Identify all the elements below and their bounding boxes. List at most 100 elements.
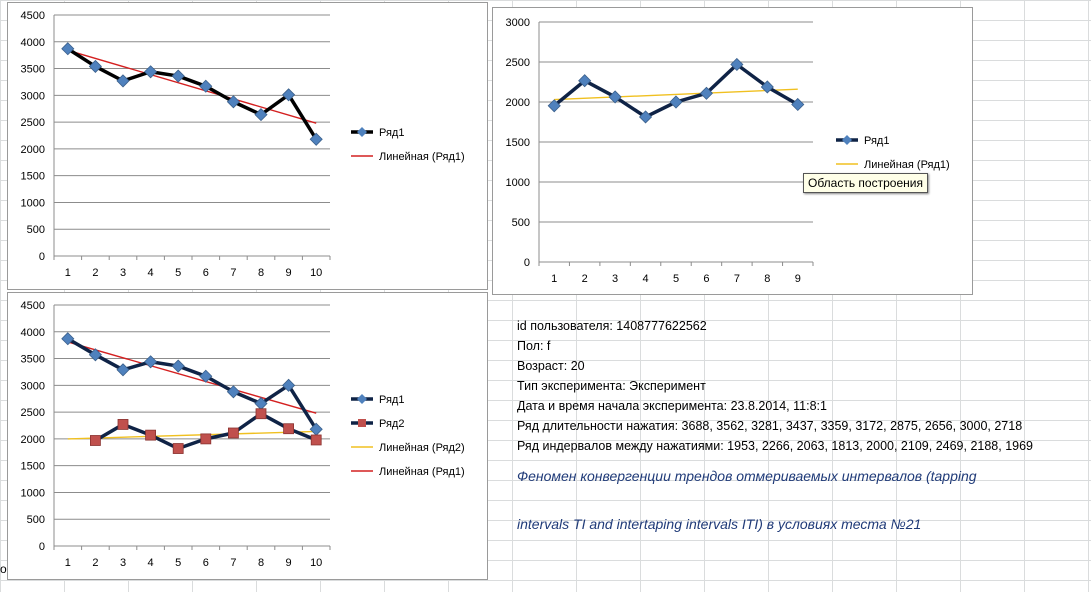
x-tick-label: 6 xyxy=(703,273,709,285)
x-tick-label: 8 xyxy=(764,273,770,285)
y-tick-label: 4500 xyxy=(21,300,45,312)
data-point xyxy=(199,79,213,93)
data-point xyxy=(116,74,130,88)
data-point xyxy=(88,348,102,362)
x-tick-label: 5 xyxy=(175,267,181,279)
data-point xyxy=(90,435,101,446)
data-point xyxy=(608,90,622,104)
data-point xyxy=(760,80,774,94)
experiment-type-text: Тип эксперимента: Эксперимент xyxy=(517,379,706,393)
legend-marker xyxy=(357,127,367,137)
x-tick-label: 3 xyxy=(120,267,126,279)
experiment-info: id пользователя: 1408777622562 Пол: f Во… xyxy=(517,316,1077,456)
data-point xyxy=(226,385,240,399)
legend-label: Ряд1 xyxy=(379,394,404,406)
legend-label: Ряд1 xyxy=(379,127,404,139)
legend-label: Линейная (Ряд1) xyxy=(379,466,465,478)
data-point xyxy=(309,132,323,146)
y-tick-label: 500 xyxy=(512,217,530,229)
legend-label: Линейная (Ряд1) xyxy=(864,159,950,171)
data-point xyxy=(282,378,296,392)
data-point xyxy=(61,332,75,346)
x-tick-label: 2 xyxy=(92,267,98,279)
x-tick-label: 7 xyxy=(734,273,740,285)
y-tick-label: 3500 xyxy=(21,64,45,76)
chart-svg: 0 500 1000 1500 2000 2500 3000 3500 4000 4500 1 2 3 4… xyxy=(21,10,465,279)
data-point xyxy=(145,429,157,441)
y-tick-label: 4000 xyxy=(21,327,45,339)
chart-svg: 0 500 1000 1500 2000 2500 3000 1 2 3 4 5 6 7 8 9 Ряд1 Лин… xyxy=(506,17,950,285)
chart-intertap-intervals[interactable]: 0 500 1000 1500 2000 2500 3000 1 2 3 4 5 6 7 8 9 Ряд1 Лин… xyxy=(492,7,973,295)
y-tick-label: 3500 xyxy=(21,354,45,366)
chart-combined-trends[interactable]: 0 500 1000 1500 2000 2500 3000 3500 4000 4500 1 2 3 4… xyxy=(7,292,488,580)
data-point xyxy=(172,443,184,454)
duration-series-text: Ряд длительности нажатия: 3688, 3562, 32… xyxy=(517,419,1023,433)
sex-text: Пол: f xyxy=(517,339,551,353)
y-tick-label: 2500 xyxy=(21,117,45,129)
y-tick-label: 1000 xyxy=(21,487,45,499)
age-text: Возраст: 20 xyxy=(517,359,585,373)
y-tick-label: 4000 xyxy=(21,37,45,49)
data-point xyxy=(199,369,213,383)
x-tick-label: 9 xyxy=(286,267,292,279)
trendline xyxy=(67,49,317,124)
data-point xyxy=(227,427,239,439)
trendline xyxy=(67,341,317,414)
y-tick-label: 1500 xyxy=(21,171,45,183)
legend-label: Линейная (Ряд2) xyxy=(379,442,465,454)
x-tick-label: 6 xyxy=(203,557,209,569)
x-tick-label: 10 xyxy=(310,267,322,279)
x-tick-label: 5 xyxy=(175,557,181,569)
x-tick-label: 1 xyxy=(65,267,71,279)
y-tick-label: 1000 xyxy=(21,197,45,209)
x-tick-label: 7 xyxy=(230,267,236,279)
trendline xyxy=(554,88,798,101)
y-tick-label: 0 xyxy=(524,257,530,269)
data-point xyxy=(547,99,561,113)
data-point xyxy=(255,408,267,420)
legend-marker xyxy=(358,419,366,427)
data-point xyxy=(171,69,185,83)
x-tick-label: 10 xyxy=(310,557,322,569)
data-point xyxy=(200,433,212,445)
x-tick-label: 2 xyxy=(92,557,98,569)
x-tick-label: 8 xyxy=(258,557,264,569)
y-tick-label: 3000 xyxy=(21,380,45,392)
data-point xyxy=(226,95,240,109)
y-tick-label: 1500 xyxy=(506,137,530,149)
caption-line-2: intervals TI and intertaping intervals I… xyxy=(517,516,922,532)
y-tick-label: 1500 xyxy=(21,461,45,473)
x-tick-label: 9 xyxy=(286,557,292,569)
x-tick-label: 9 xyxy=(795,273,801,285)
x-tick-label: 7 xyxy=(230,557,236,569)
start-datetime-text: Дата и время начала эксперимента: 23.8.2… xyxy=(517,399,827,413)
user-id-text: id пользователя: 1408777622562 xyxy=(517,319,707,333)
x-tick-label: 2 xyxy=(582,273,588,285)
data-point xyxy=(730,57,744,72)
y-tick-label: 0 xyxy=(39,541,45,553)
x-tick-label: 1 xyxy=(551,273,557,285)
chart-tapping-durations[interactable]: 0 500 1000 1500 2000 2500 3000 3500 4000 4500 1 2 3 4… xyxy=(7,2,488,290)
y-tick-label: 3000 xyxy=(506,17,530,29)
interval-series-text: Ряд индервалов между нажатиями: 1953, 22… xyxy=(517,439,1034,453)
data-point xyxy=(669,95,683,109)
data-point xyxy=(578,74,592,88)
series-line xyxy=(66,337,318,431)
data-point xyxy=(171,359,185,373)
data-point xyxy=(144,355,158,369)
data-point xyxy=(282,88,296,102)
x-tick-label: 4 xyxy=(642,273,648,285)
x-tick-label: 1 xyxy=(65,557,71,569)
legend-marker xyxy=(357,394,367,404)
y-tick-label: 500 xyxy=(27,224,45,236)
y-tick-label: 2500 xyxy=(21,407,45,419)
chart-svg: 0 500 1000 1500 2000 2500 3000 3500 4000 4500 1 2 3 4… xyxy=(21,300,465,569)
cell-text-fragment: о xyxy=(0,562,7,576)
y-tick-label: 2500 xyxy=(506,57,530,69)
series-line xyxy=(66,47,318,141)
trendline xyxy=(67,430,317,440)
x-tick-label: 3 xyxy=(120,557,126,569)
data-point xyxy=(61,42,75,56)
y-tick-label: 2000 xyxy=(21,434,45,446)
x-tick-label: 4 xyxy=(148,267,154,279)
